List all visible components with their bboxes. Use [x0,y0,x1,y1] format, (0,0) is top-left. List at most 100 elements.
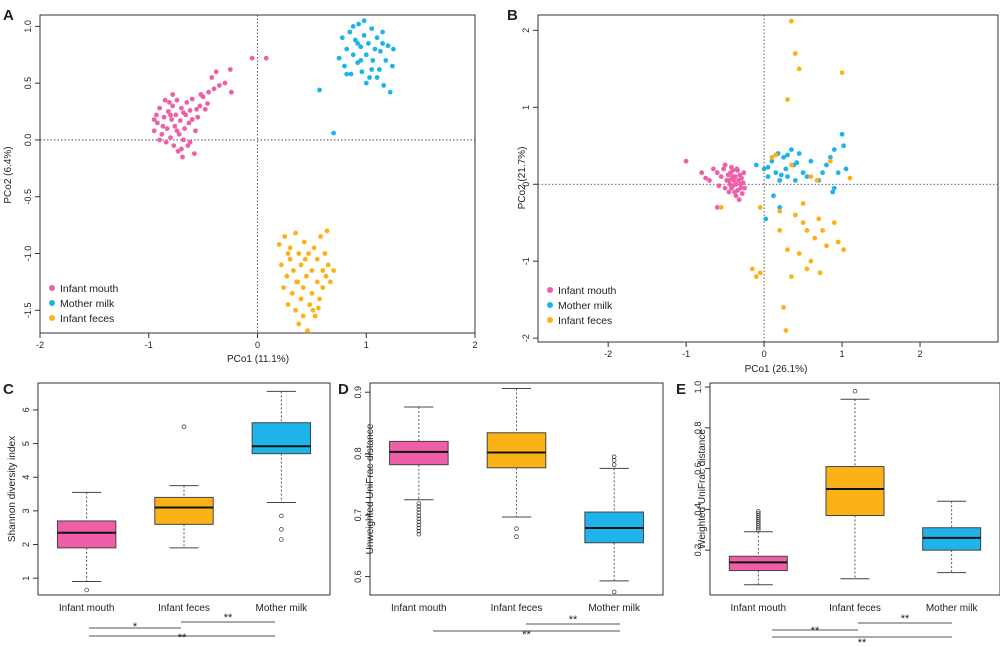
data-point [342,63,347,69]
data-point [390,63,395,69]
data-point [380,29,385,35]
data-point [363,80,369,86]
x-tick-label: 2 [472,340,477,350]
data-point [172,123,178,129]
box-infant-mouth [728,509,788,586]
category-label: Infant feces [158,603,210,614]
outlier-point [416,519,422,525]
data-point [741,170,747,176]
y-tick-label: -1.0 [23,246,33,262]
data-point [736,197,742,203]
data-point [312,313,318,319]
y-tick-label: -1.5 [23,303,33,319]
data-point [824,243,829,249]
series-infant-feces [718,18,853,333]
data-point [753,162,759,168]
data-point [820,170,825,176]
box-mother-milk [584,454,644,595]
data-point [718,205,724,210]
data-point [777,205,783,210]
data-point [763,216,769,222]
data-point [707,178,712,183]
data-point [287,256,293,262]
box-infant-feces [486,388,547,539]
significance-label: ** [811,625,820,637]
outlier-point [416,501,422,506]
data-point [344,71,350,77]
data-point [835,170,841,176]
outlier-point [416,507,422,512]
y-tick-label: 3 [21,508,31,513]
series-infant-feces [276,228,336,334]
data-point [309,290,315,296]
data-point [738,185,744,191]
data-point [789,162,794,168]
data-point [339,35,345,41]
data-point [722,162,728,168]
category-label: Infant feces [491,603,543,614]
data-point [160,123,166,129]
data-point [785,174,790,180]
y-tick-label: 0.8 [353,447,363,460]
data-point [380,41,385,46]
y-tick-label: -1 [521,257,531,265]
outlier-point [279,527,284,532]
data-point [187,139,193,145]
category-label: Infant mouth [59,603,115,614]
data-point [839,131,845,137]
panel-letter-A: A [3,7,14,24]
y-tick-label: 0.8 [693,422,703,435]
y-tick-label: -0.5 [23,189,33,205]
data-point [173,112,179,118]
data-point [792,212,798,218]
outlier-point [416,504,422,509]
data-point [324,228,330,234]
legend-label: Infant feces [558,315,612,327]
outlier-point [416,513,422,518]
data-point [296,251,302,256]
data-point [816,216,822,222]
data-point [185,143,191,149]
x-axis-title: PCo1 (26.1%) [745,364,808,375]
legend-marker [547,287,553,293]
plot-frame-D [369,382,664,596]
data-point [310,307,316,313]
data-point [361,33,367,38]
data-point [374,75,380,80]
data-point [350,52,356,58]
y-axis-title: Shannon diversity index [7,436,18,542]
data-point [322,251,328,256]
data-point [383,58,389,63]
x-axis-title: PCo1 (11.1%) [227,354,289,365]
data-point [796,151,802,156]
data-point [777,228,783,233]
data-point [683,158,689,164]
data-point [366,41,371,46]
data-point [151,117,157,122]
outlier-point [279,513,284,519]
series-mother-milk [753,131,849,222]
box-infant-mouth [56,491,117,593]
data-point [808,174,814,180]
data-point [800,201,806,206]
legend-marker [49,300,55,306]
data-point [773,170,779,176]
data-point [735,168,740,173]
plot-frame-E [709,382,1000,596]
data-point [287,245,293,251]
data-point [282,234,288,239]
data-point [182,126,188,131]
panel-letter-C: C [3,381,14,398]
x-tick-label: -1 [682,349,690,359]
y-axis-title: PCo2 (21.7%) [517,147,528,210]
data-point [769,154,775,160]
data-point [783,166,789,172]
data-point [161,114,167,120]
y-tick-label: 2 [521,28,531,33]
data-point [169,117,175,122]
data-point [716,183,722,189]
panel-letter-E: E [676,381,686,398]
outlier-point [416,531,422,537]
data-point [189,117,195,122]
data-point [785,97,790,102]
